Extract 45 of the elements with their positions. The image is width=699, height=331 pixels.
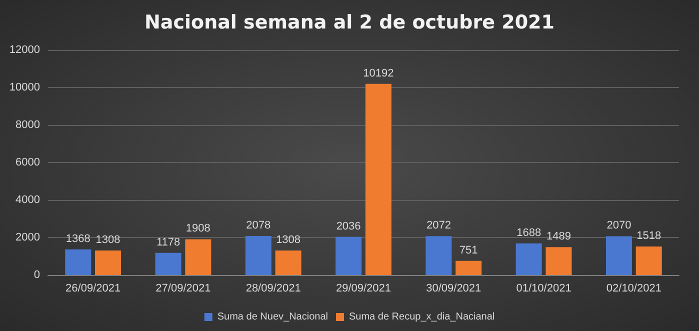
bar (336, 236, 362, 275)
y-tick-label: 6000 (16, 156, 40, 168)
bar (365, 84, 392, 275)
x-tick-label: 01/10/2021 (516, 282, 572, 294)
chart-title: Nacional semana al 2 de octubre 2021 (144, 12, 554, 34)
data-label: 1688 (516, 226, 542, 239)
x-tick-label: 28/09/2021 (246, 282, 301, 294)
x-tick-label: 30/09/2021 (426, 282, 482, 294)
x-tick-label: 26/09/2021 (66, 282, 121, 294)
y-tick-label: 4000 (16, 194, 40, 206)
bar (155, 252, 182, 275)
x-tick-label: 29/09/2021 (336, 282, 392, 294)
bar (95, 250, 122, 275)
legend-label: Suma de Recup_x_dia_Nacianal (348, 312, 495, 322)
y-tick-label: 0 (34, 269, 40, 281)
y-tick-label: 2000 (16, 232, 40, 244)
data-label: 751 (459, 244, 478, 256)
data-label: 1308 (96, 234, 120, 246)
bar (606, 236, 632, 275)
bar (456, 260, 482, 275)
bar (426, 236, 452, 275)
bar (275, 250, 302, 275)
bar (65, 249, 92, 275)
legend-label: Suma de Nuev_Nacional (217, 312, 328, 322)
data-label: 2036 (336, 220, 361, 232)
x-tick-label: 02/10/2021 (606, 282, 662, 294)
data-label: 1908 (186, 222, 210, 235)
data-label: 2072 (426, 220, 451, 232)
data-label: 1489 (546, 230, 571, 243)
data-label: 2078 (246, 220, 271, 232)
data-label: 2070 (606, 220, 632, 232)
data-label: 10192 (363, 67, 394, 80)
bar (185, 239, 212, 275)
data-label: 1308 (276, 234, 301, 246)
y-tick-label: 12000 (9, 44, 40, 56)
bar (546, 247, 572, 275)
bar (245, 236, 272, 275)
y-tick-label: 10000 (9, 82, 40, 94)
x-tick-label: 27/09/2021 (156, 282, 211, 294)
data-label: 1368 (66, 232, 90, 245)
data-label: 1518 (636, 230, 662, 242)
bar (636, 246, 662, 275)
bar (516, 243, 542, 275)
y-tick-label: 8000 (16, 119, 40, 131)
data-label: 1178 (156, 236, 180, 248)
